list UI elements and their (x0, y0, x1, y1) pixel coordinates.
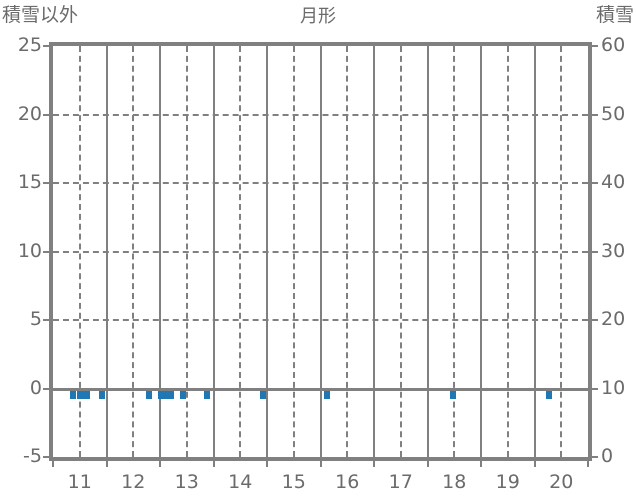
left-axis-tick (43, 182, 49, 184)
right-axis-tick (592, 113, 598, 116)
left-axis-tick (43, 113, 49, 116)
right-axis-tick (592, 456, 598, 458)
right-axis-tick (592, 250, 598, 253)
bar (70, 390, 77, 399)
right-axis-tick-label: 30 (601, 239, 626, 262)
x-axis-tick-label: 19 (495, 471, 520, 493)
bar (76, 390, 83, 399)
left-axis-tick (43, 456, 49, 458)
x-axis-tick-label: 13 (174, 471, 199, 493)
x-axis-tick (480, 461, 482, 467)
right-axis-tick-label: 10 (601, 376, 626, 399)
right-axis-tick (592, 45, 598, 47)
zero-line (53, 387, 588, 391)
bar (167, 390, 174, 399)
left-axis-tick-label: -5 (23, 445, 42, 467)
x-axis-tick (587, 461, 589, 467)
x-axis-tick-label: 14 (228, 471, 253, 493)
left-axis-tick (43, 387, 49, 390)
plot-surface (53, 46, 588, 457)
x-axis-tick (266, 461, 268, 467)
left-axis-tick-label: 10 (17, 239, 42, 262)
plot-area (49, 42, 592, 461)
right-axis-tick (592, 387, 598, 390)
right-axis-tick-label: 60 (601, 34, 626, 56)
left-axis-tick-label: 20 (17, 102, 42, 125)
bar (180, 390, 186, 399)
left-axis-tick-label: 25 (17, 34, 42, 56)
chart-title: 月形 (300, 6, 336, 27)
bar (450, 390, 457, 399)
x-axis-tick (212, 461, 215, 467)
right-axis-tick-label: 50 (601, 102, 626, 125)
right-axis-caption: 積雪 (595, 4, 634, 26)
right-axis-tick (592, 319, 598, 321)
right-axis-tick-label: 0 (601, 445, 614, 467)
bar (260, 390, 267, 399)
x-axis-tick-label: 12 (121, 471, 146, 493)
horizontal-gridline (53, 182, 588, 184)
bar (146, 390, 153, 399)
left-axis-tick (43, 319, 49, 321)
left-axis-tick-label: 15 (17, 171, 42, 193)
x-axis-tick-label: 18 (442, 471, 467, 493)
horizontal-gridline (53, 250, 588, 253)
bar (324, 390, 331, 399)
left-axis-tick (43, 45, 49, 47)
x-axis-tick-label: 17 (388, 471, 413, 493)
horizontal-gridline (53, 319, 588, 321)
left-axis-tick (43, 250, 49, 253)
right-axis-tick-label: 20 (601, 308, 626, 330)
x-axis-tick-label: 16 (335, 471, 360, 493)
x-axis-tick (373, 461, 375, 467)
right-axis-tick (592, 182, 598, 184)
bar (204, 390, 211, 399)
bar (99, 390, 106, 399)
left-axis-tick-label: 5 (29, 308, 42, 330)
right-axis-tick-label: 40 (601, 171, 626, 193)
horizontal-gridline (53, 113, 588, 116)
bar (84, 390, 91, 399)
x-axis-tick-label: 11 (67, 471, 92, 493)
x-axis-tick (105, 461, 108, 467)
x-axis-tick-label: 20 (549, 471, 574, 493)
bar (80, 390, 87, 399)
bar (163, 390, 170, 399)
bar (158, 390, 165, 399)
x-axis-tick (533, 461, 536, 467)
x-axis-tick (52, 461, 54, 467)
left-axis-tick-label: 0 (29, 376, 42, 399)
left-axis-caption: 積雪以外 (2, 4, 79, 26)
x-axis-tick (159, 461, 161, 467)
x-axis-tick-label: 15 (281, 471, 306, 493)
bar (546, 390, 553, 399)
x-axis-tick (319, 461, 322, 467)
x-axis-tick (426, 461, 429, 467)
